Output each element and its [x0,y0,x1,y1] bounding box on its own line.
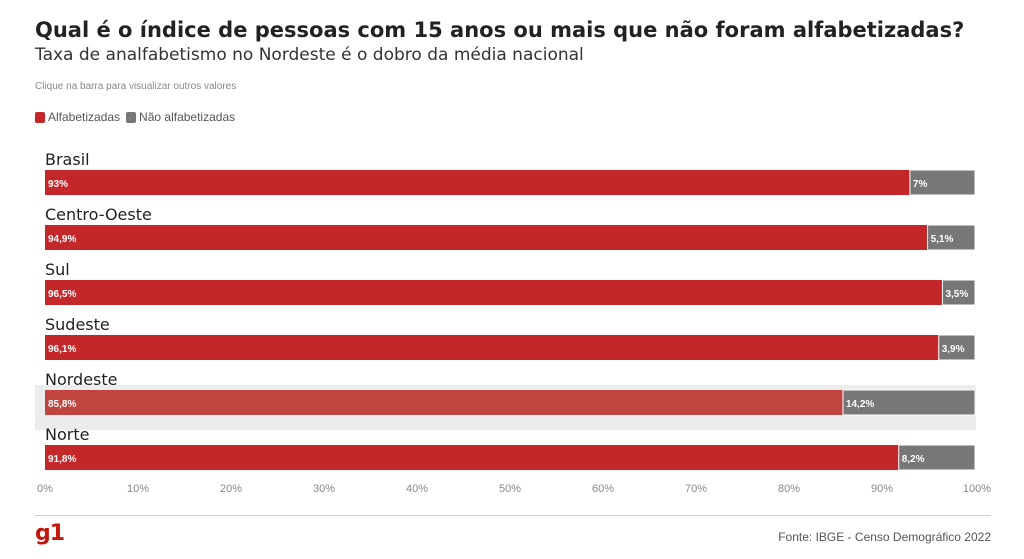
data-label-alfabetizadas-norte: 91,8% [48,454,76,465]
data-label-alfabetizadas-sudeste: 96,1% [48,344,76,355]
bar-nao-alfabetizadas-brasil[interactable] [909,169,976,196]
legend: Alfabetizadas Não alfabetizadas [35,110,241,124]
bar-nao-alfabetizadas-sudeste[interactable] [938,334,976,361]
legend-item-alfabetizadas[interactable]: Alfabetizadas [35,110,120,124]
bar-nao-alfabetizadas-sul[interactable] [941,279,976,306]
legend-swatch-alfabetizadas [35,111,45,123]
category-label-sudeste: Sudeste [45,315,110,334]
x-tick-label: 0% [37,483,53,495]
bar-nao-alfabetizadas-nordeste[interactable] [842,389,976,416]
x-tick-label: 30% [313,483,335,495]
data-label-nao-alfabetizadas-nordeste: 14,2% [846,399,874,410]
data-label-nao-alfabetizadas-sudeste: 3,9% [942,344,965,355]
x-tick-label: 60% [592,483,614,495]
category-label-centro-oeste: Centro-Oeste [45,205,152,224]
x-tick-label: 40% [406,483,428,495]
chart-title: Qual é o índice de pessoas com 15 anos o… [35,18,965,42]
category-label-norte: Norte [45,425,89,444]
legend-label-alfabetizadas: Alfabetizadas [48,110,121,124]
bar-alfabetizadas-sudeste[interactable] [45,335,939,360]
bar-alfabetizadas-sul[interactable] [45,280,943,305]
category-label-nordeste: Nordeste [45,370,118,389]
bar-nao-alfabetizadas-centro-oeste[interactable] [927,224,976,251]
data-label-alfabetizadas-centro-oeste: 94,9% [48,234,76,245]
legend-item-nao-alfabetizadas[interactable]: Não alfabetizadas [126,110,235,124]
bar-alfabetizadas-brasil[interactable] [45,170,910,195]
source-note: Fonte: IBGE - Censo Demográfico 2022 [778,530,991,544]
bar-nao-alfabetizadas-norte[interactable] [898,444,976,471]
stacked-bar-chart: Brasil 93% 7% Centro-Oeste 94,9% 5,1% Sul 96,5%… [35,150,991,495]
x-tick-label: 80% [778,483,800,495]
x-tick-label: 90% [871,483,893,495]
chart-subtitle: Taxa de analfabetismo no Nordeste é o do… [35,45,584,65]
data-label-alfabetizadas-sul: 96,5% [48,289,76,300]
x-tick-label: 20% [220,483,242,495]
footer-divider [35,515,991,516]
data-label-nao-alfabetizadas-centro-oeste: 5,1% [931,234,954,245]
x-tick-label: 10% [127,483,149,495]
x-tick-label: 50% [499,483,521,495]
legend-swatch-nao-alfabetizadas [126,111,137,123]
click-hint: Clique na barra para visualizar outros v… [35,81,237,92]
category-label-brasil: Brasil [45,150,90,169]
bar-alfabetizadas-norte[interactable] [45,445,899,470]
x-tick-label: 70% [685,483,707,495]
data-label-nao-alfabetizadas-norte: 8,2% [902,454,925,465]
legend-label-nao-alfabetizadas: Não alfabetizadas [139,110,236,124]
data-label-nao-alfabetizadas-sul: 3,5% [945,289,968,300]
g1-logo: g1 [35,521,65,546]
bar-alfabetizadas-nordeste[interactable] [45,390,843,415]
bar-alfabetizadas-centro-oeste[interactable] [45,225,928,250]
data-label-nao-alfabetizadas-brasil: 7% [913,179,928,190]
x-tick-label: 100% [963,483,991,495]
data-label-alfabetizadas-brasil: 93% [48,179,68,190]
data-label-alfabetizadas-nordeste: 85,8% [48,399,76,410]
category-label-sul: Sul [45,260,70,279]
